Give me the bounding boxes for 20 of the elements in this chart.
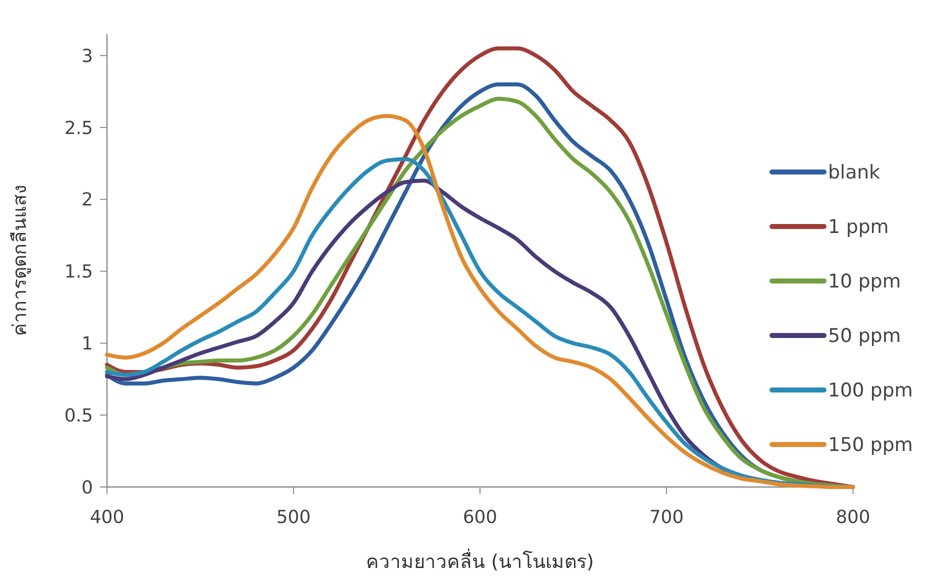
x-tick-label: 600 [462, 507, 498, 528]
y-tick-label: 1.5 [64, 262, 93, 283]
x-axis-title: ความยาวคลื่น (นาโนเมตร) [366, 548, 594, 573]
x-tick-label: 800 [836, 507, 870, 528]
y-tick-label: 2.5 [64, 118, 93, 139]
x-tick-label: 700 [649, 507, 684, 528]
legend-label: 10 ppm [828, 270, 901, 293]
legend-label: 1 ppm [828, 216, 889, 238]
legend-label: 150 ppm [828, 434, 913, 456]
y-tick-label: 3 [82, 46, 93, 67]
y-tick-label: 1 [82, 333, 93, 354]
legend-label: blank [828, 162, 880, 184]
y-tick-label: 0.5 [64, 405, 93, 426]
y-axis-title: ค่าการดูดกลืนแสง [9, 185, 31, 336]
y-tick-label: 2 [82, 190, 93, 211]
legend-label: 100 ppm [828, 380, 913, 402]
legend-label: 50 ppm [828, 325, 901, 348]
x-tick-label: 500 [276, 507, 311, 528]
x-tick-label: 400 [90, 507, 124, 528]
y-tick-label: 0 [82, 477, 93, 498]
